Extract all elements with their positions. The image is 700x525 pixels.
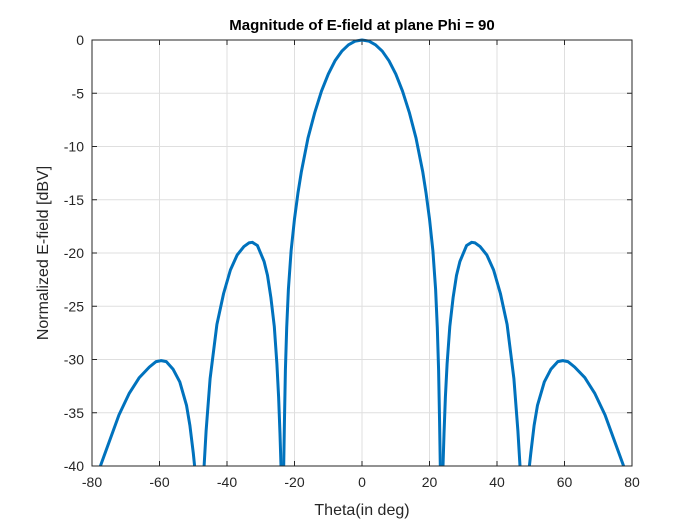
x-tick-label: 80 <box>624 474 640 490</box>
x-tick-label: 40 <box>489 474 505 490</box>
y-tick-labels: 0 -5 -10 -15 -20 -25 -30 -35 -40 <box>64 32 84 474</box>
y-tick-label: -35 <box>64 405 84 421</box>
y-tick-label: -20 <box>64 245 84 261</box>
e-field-lobe-2 <box>202 240 283 467</box>
y-axis-label: Normalized E-field [dBV] <box>35 166 52 340</box>
y-tick-label: -5 <box>72 85 85 101</box>
y-tick-label: -30 <box>64 352 84 368</box>
e-field-lobe-4 <box>441 240 522 467</box>
y-tick-label: -40 <box>64 458 84 474</box>
x-tick-label: 0 <box>358 474 366 490</box>
x-axis-label: Theta(in deg) <box>314 502 409 519</box>
x-tick-label: -80 <box>82 474 102 490</box>
axes-box <box>91 39 633 467</box>
x-tick-labels: -80 -60 -40 -20 0 20 40 60 80 <box>82 474 640 490</box>
grid-lines <box>91 39 633 467</box>
x-tick-label: -40 <box>217 474 237 490</box>
y-tick-label: -25 <box>64 298 84 314</box>
chart-title: Magnitude of E-field at plane Phi = 90 <box>229 17 494 34</box>
y-tick-label: -15 <box>64 192 84 208</box>
x-tick-label: -60 <box>149 474 169 490</box>
x-tick-label: -20 <box>284 474 304 490</box>
e-field-lobe-1 <box>98 359 197 467</box>
x-tick-label: 60 <box>557 474 573 490</box>
e-field-lobe-5 <box>527 359 626 467</box>
y-tick-label: 0 <box>76 32 84 48</box>
x-tick-label: 20 <box>422 474 438 490</box>
series-lines <box>98 38 626 467</box>
y-tick-label: -10 <box>64 139 84 155</box>
